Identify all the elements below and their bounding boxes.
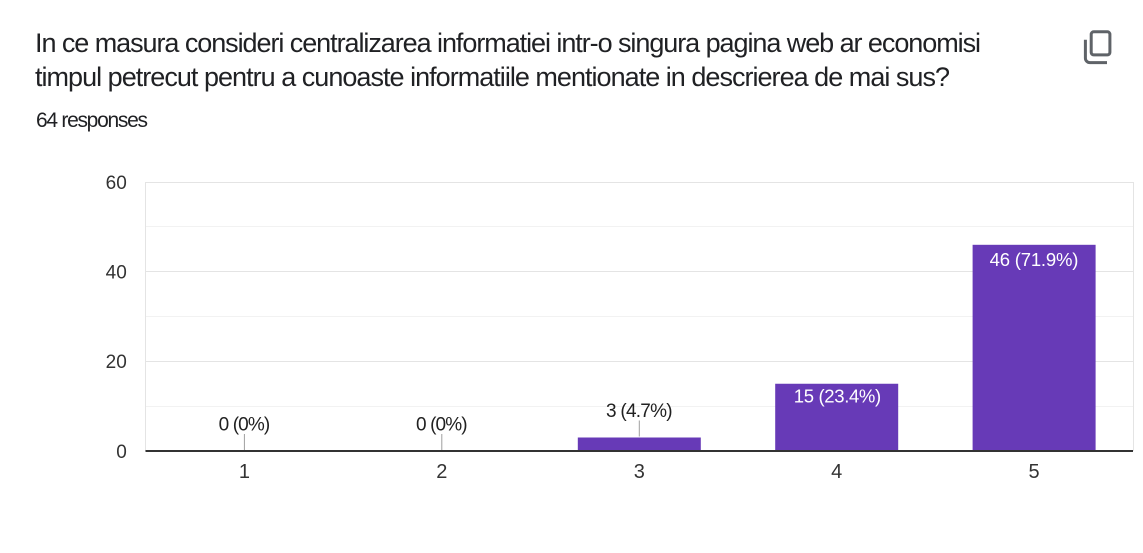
- svg-text:2: 2: [436, 461, 447, 483]
- svg-text:5: 5: [1029, 461, 1040, 483]
- svg-text:0 (0%): 0 (0%): [416, 414, 468, 435]
- svg-text:0: 0: [116, 442, 127, 463]
- svg-text:15 (23.4%): 15 (23.4%): [794, 386, 881, 407]
- svg-text:3 (4.7%): 3 (4.7%): [606, 401, 673, 422]
- svg-text:64 responses: 64 responses: [36, 109, 148, 132]
- svg-text:46 (71.9%): 46 (71.9%): [990, 249, 1079, 270]
- svg-text:20: 20: [106, 352, 127, 373]
- svg-text:40: 40: [106, 263, 127, 284]
- svg-text:3: 3: [634, 461, 645, 483]
- svg-text:In ce masura consideri central: In ce masura consideri centralizarea inf…: [35, 28, 981, 58]
- svg-text:0 (0%): 0 (0%): [219, 414, 271, 435]
- svg-text:60: 60: [106, 173, 127, 194]
- svg-text:timpul petrecut pentru a cunoa: timpul petrecut pentru a cunoaste inform…: [35, 62, 950, 92]
- svg-text:4: 4: [831, 461, 842, 483]
- svg-text:1: 1: [239, 461, 250, 483]
